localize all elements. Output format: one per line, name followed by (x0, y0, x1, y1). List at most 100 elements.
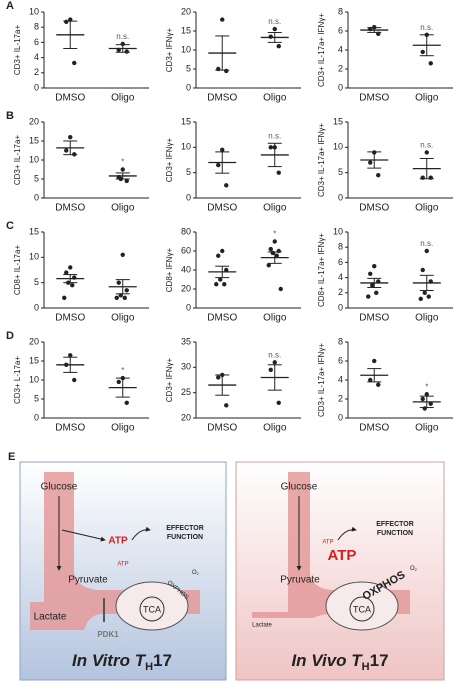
x-tick-label: DMSO (207, 423, 237, 434)
y-tick-label: 15 (29, 226, 39, 236)
y-tick-label: 15 (181, 116, 191, 126)
point (276, 248, 281, 254)
point (214, 282, 219, 287)
label: FUNCTION (167, 534, 203, 541)
y-axis-label: CD3+ IFNγ+ (165, 27, 174, 72)
in-vivo-diagram: Glucose ATP EFFECTOR FUNCTION ATP Pyruva… (235, 461, 445, 681)
y-tick-label: 15 (29, 355, 39, 365)
y-tick-label: 0 (186, 192, 191, 202)
y-tick-label: 20 (29, 336, 39, 346)
charts: A CD3+ IL-17a+ 0 2 4 6 8 10 DMSO Oligo n.s. CD3+ IF… (6, 0, 453, 434)
y-tick-label: 5 (34, 277, 39, 287)
label: FUNCTION (377, 530, 413, 537)
x-tick-label: Oligo (111, 313, 135, 324)
point (272, 26, 277, 32)
x-tick-label: DMSO (207, 203, 237, 214)
label: O2 (410, 566, 418, 572)
tca-cycle (349, 596, 375, 622)
point (220, 17, 225, 22)
y-tick-label: 20 (181, 412, 191, 422)
point (68, 265, 73, 270)
x-tick-label: Oligo (111, 203, 135, 214)
point (268, 246, 273, 252)
point (268, 367, 273, 373)
point (420, 396, 425, 402)
annotation: * (121, 158, 124, 167)
y-tick-label: 0 (34, 412, 39, 422)
point (116, 280, 121, 285)
point (426, 294, 431, 299)
point (276, 170, 281, 175)
point (64, 270, 69, 275)
pathway (252, 472, 410, 618)
point (120, 252, 125, 257)
point (272, 239, 277, 244)
y-axis-label: CD8+ IL-17a+ (13, 245, 22, 296)
point (420, 267, 425, 273)
x-tick-label: Oligo (263, 313, 287, 324)
y-tick-label: 8 (338, 336, 343, 346)
y-tick-label: 5 (186, 63, 191, 73)
point (114, 295, 119, 301)
point (428, 175, 433, 180)
diagram-title: In Vivo TH17 (291, 651, 388, 672)
point (216, 162, 221, 168)
x-tick-label: Oligo (111, 423, 135, 434)
label: EFFECTOR (166, 525, 204, 532)
label: Pyruvate (68, 575, 108, 586)
point (224, 403, 229, 408)
point (124, 178, 129, 184)
point (218, 277, 223, 282)
box (235, 461, 445, 681)
x-tick-label: DMSO (55, 203, 85, 214)
y-tick-label: 4 (338, 374, 343, 384)
point (372, 358, 377, 364)
y-tick-label: 10 (181, 44, 191, 54)
x-tick-label: Oligo (263, 93, 287, 104)
annotation: n.s. (268, 131, 281, 140)
y-tick-label: 10 (333, 142, 343, 152)
point (370, 283, 375, 288)
y-tick-label: 5 (34, 393, 39, 403)
annotation: n.s. (268, 350, 281, 359)
y-tick-label: 20 (181, 283, 191, 293)
y-tick-label: 10 (181, 142, 191, 152)
panel-label: A (6, 0, 14, 12)
point (268, 34, 273, 39)
point (68, 353, 73, 358)
point (418, 296, 423, 302)
y-tick-label: 20 (29, 116, 39, 126)
point (68, 135, 73, 140)
y-tick-label: 25 (181, 387, 191, 397)
y-axis-label: CD8+ IL-17a+ IFNγ+ (317, 233, 326, 307)
y-tick-label: 6 (34, 37, 39, 47)
point (366, 294, 371, 299)
point (368, 160, 373, 165)
tca-cycle (139, 596, 165, 622)
y-tick-label: 40 (181, 264, 191, 274)
y-tick-label: 15 (181, 25, 191, 35)
y-tick-label: 2 (338, 287, 343, 297)
y-tick-label: 0 (338, 192, 343, 202)
point (224, 68, 229, 74)
point (122, 295, 127, 301)
x-tick-label: DMSO (207, 313, 237, 324)
point (376, 173, 381, 178)
point (220, 147, 225, 153)
x-tick-label: Oligo (263, 423, 287, 434)
y-tick-label: 0 (34, 302, 39, 312)
y-tick-label: 8 (338, 6, 343, 16)
x-tick-label: Oligo (111, 93, 135, 104)
point (116, 379, 121, 385)
label: TCA (143, 604, 161, 614)
x-tick-label: DMSO (55, 313, 85, 324)
panel-label: E (8, 451, 15, 463)
y-axis-label: CD3+ IFNγ+ (165, 357, 174, 402)
y-tick-label: 6 (338, 25, 343, 35)
diagram-title: In Vitro TH17 (72, 651, 172, 672)
label: ATP (117, 562, 128, 568)
y-tick-label: 0 (338, 82, 343, 92)
y-tick-label: 6 (338, 355, 343, 365)
point (368, 271, 373, 276)
